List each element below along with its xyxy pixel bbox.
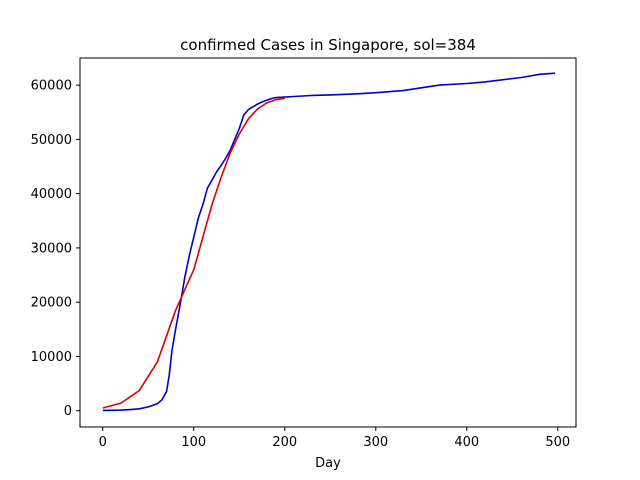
x-axis-ticks: 0 100 200 300 400 500	[99, 427, 570, 450]
chart-title: confirmed Cases in Singapore, sol=384	[180, 36, 476, 54]
x-tick-label: 300	[363, 435, 388, 450]
plot-lines	[102, 72, 556, 412]
x-tick-label: 0	[99, 435, 107, 450]
y-tick-label: 0	[64, 404, 72, 419]
y-tick-label: 60000	[31, 79, 72, 94]
y-tick-label: 50000	[31, 133, 72, 148]
x-tick-label: 500	[545, 435, 570, 450]
y-tick-label: 10000	[31, 350, 72, 365]
series-line-1	[102, 72, 556, 412]
plot-frame	[79, 57, 577, 428]
y-axis-ticks: 0 10000 20000 30000 40000 50000 60000	[31, 79, 80, 419]
y-tick-label: 30000	[31, 241, 72, 256]
x-axis-label: Day	[315, 456, 341, 471]
series-line-2	[102, 97, 285, 409]
y-tick-label: 20000	[31, 296, 72, 311]
y-tick-label: 40000	[31, 187, 72, 202]
x-tick-label: 200	[272, 435, 297, 450]
x-tick-label: 400	[454, 435, 479, 450]
x-tick-label: 100	[181, 435, 206, 450]
